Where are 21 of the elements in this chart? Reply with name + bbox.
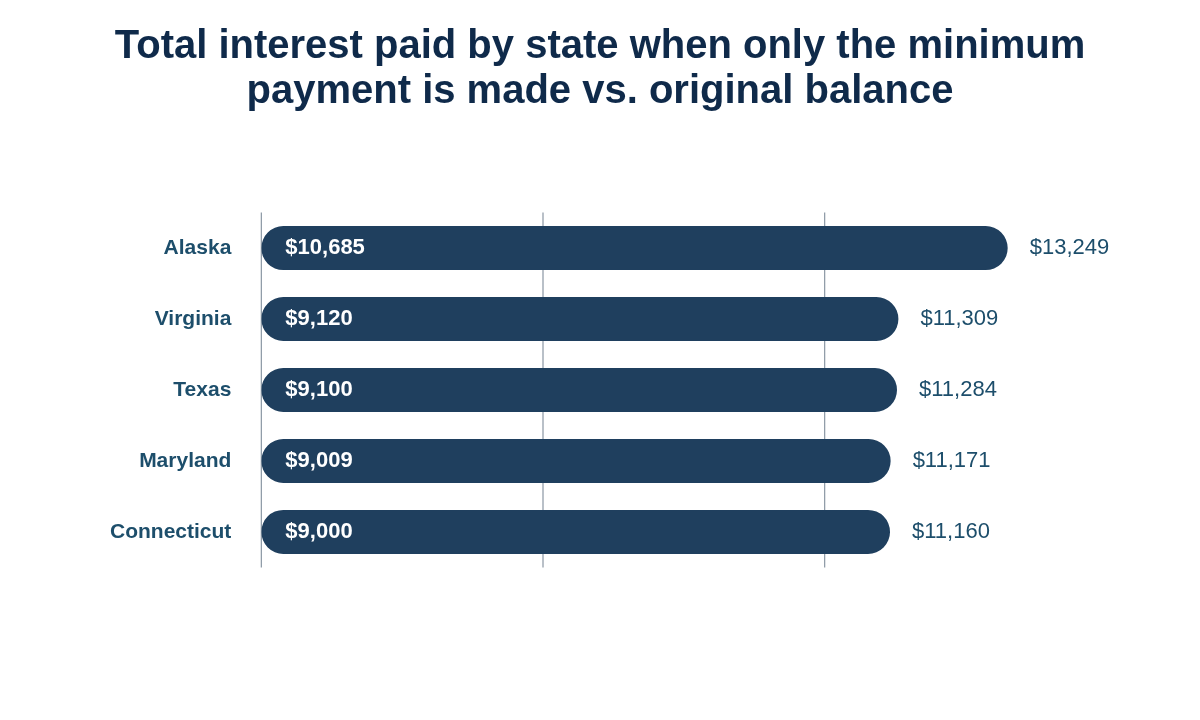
data-label: $11,284 bbox=[919, 376, 997, 402]
annotation: $10,685 bbox=[285, 234, 365, 260]
y-tick-label: Connecticut bbox=[109, 518, 232, 542]
annotation: $9,000 bbox=[285, 517, 353, 543]
bar bbox=[261, 226, 1008, 271]
bar bbox=[261, 297, 899, 342]
data-label: $13,249 bbox=[1029, 234, 1110, 260]
data-label: $11,171 bbox=[912, 447, 991, 473]
y-tick-label: Alaska bbox=[163, 234, 232, 258]
y-tick-label: Virginia bbox=[154, 305, 232, 329]
annotation: $9,100 bbox=[285, 376, 353, 402]
data-label: $11,160 bbox=[912, 517, 990, 543]
y-tick-label: Maryland bbox=[139, 447, 232, 471]
annotation: $9,120 bbox=[285, 305, 353, 331]
annotation: $9,009 bbox=[285, 447, 353, 473]
chart-title: Total interest paid by state when only the minimum payment is made vs. original balance bbox=[113, 22, 1087, 112]
data-label: $11,309 bbox=[920, 305, 999, 331]
bar bbox=[261, 438, 891, 483]
bar bbox=[261, 509, 891, 554]
bar bbox=[261, 368, 897, 412]
y-tick-label: Texas bbox=[173, 376, 232, 400]
